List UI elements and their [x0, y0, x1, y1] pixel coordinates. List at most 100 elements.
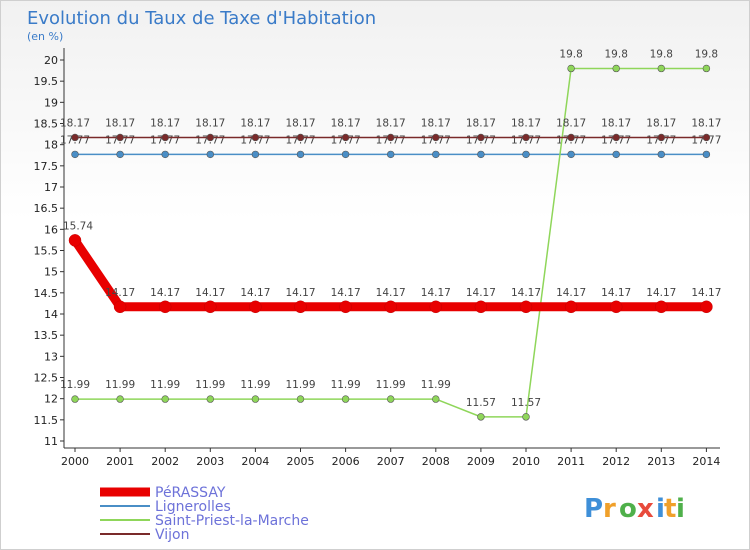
data-label: 19.8	[605, 48, 628, 60]
data-point	[251, 395, 260, 403]
data-point	[206, 150, 215, 159]
y-tick: 19.5	[34, 75, 64, 88]
data-point	[432, 395, 440, 403]
data-point	[387, 133, 395, 142]
data-point	[116, 133, 124, 142]
x-tick-label: 2012	[602, 455, 630, 468]
data-label: 18.17	[376, 117, 406, 129]
data-point	[341, 150, 350, 159]
x-tick: 2005	[287, 448, 315, 468]
data-label: 15.74	[63, 220, 93, 232]
data-point	[161, 150, 169, 159]
y-tick-label: 16.5	[34, 202, 59, 215]
logo-letter: P	[584, 494, 603, 524]
logo-letter: x	[637, 494, 654, 524]
data-point	[474, 300, 488, 314]
legend-item: Vijon	[100, 527, 190, 543]
x-tick: 2008	[422, 448, 450, 468]
data-point	[158, 300, 172, 314]
x-tick: 2011	[557, 448, 585, 468]
data-label: 18.17	[195, 117, 225, 129]
data-point	[204, 300, 217, 314]
logo-letter: t	[664, 494, 676, 524]
x-tick-label: 2007	[377, 455, 405, 468]
data-label: 14.17	[376, 287, 406, 299]
data-label: 14.17	[105, 287, 135, 299]
legend: PéRASSAYLignerollesSaint-Priest-la-March…	[100, 485, 309, 543]
data-point	[251, 150, 260, 159]
data-point	[609, 300, 623, 314]
chart-subtitle: (en %)	[27, 30, 63, 43]
x-tick: 2004	[241, 448, 269, 468]
y-tick-label: 15	[44, 266, 58, 279]
data-label: 18.17	[240, 117, 270, 129]
data-point	[522, 150, 530, 159]
data-label: 14.17	[285, 287, 315, 299]
data-label: 14.17	[511, 287, 541, 299]
x-tick: 2006	[332, 448, 360, 468]
data-label: 14.17	[601, 287, 631, 299]
data-label: 11.99	[285, 379, 315, 391]
data-label: 14.17	[421, 287, 451, 299]
y-tick-label: 15.5	[34, 245, 59, 258]
y-tick-label: 12.5	[34, 372, 59, 385]
data-point	[477, 133, 485, 142]
data-point	[116, 395, 124, 403]
legend-label: Saint-Priest-la-Marche	[155, 513, 309, 529]
axes: 1111.51212.51313.51414.51515.51616.51717…	[34, 48, 720, 468]
data-point	[296, 133, 305, 142]
data-point	[700, 300, 713, 314]
data-label: 11.99	[195, 379, 225, 391]
x-tick: 2012	[602, 448, 630, 468]
data-point	[657, 150, 665, 159]
data-point	[657, 64, 665, 73]
data-label: 11.99	[105, 379, 135, 391]
y-tick-label: 19.5	[34, 75, 59, 88]
y-tick: 12.5	[34, 372, 64, 385]
data-point	[341, 395, 350, 403]
data-point	[339, 300, 352, 314]
data-point	[477, 413, 485, 421]
series-0: 15.74 14.17 14.17 14.17 14.17 14.17 14.17 14.17…	[63, 220, 721, 314]
data-point	[477, 150, 485, 159]
x-tick: 2001	[106, 448, 134, 468]
data-point	[429, 300, 443, 314]
data-label: 18.17	[105, 117, 135, 129]
x-tick-label: 2002	[151, 455, 179, 468]
y-tick: 16	[44, 223, 64, 236]
series-layer: 17.7717.7717.7717.7717.7717.7717.7717.77…	[60, 48, 721, 421]
data-point	[116, 150, 124, 159]
data-point	[564, 300, 578, 314]
data-label: 11.99	[240, 379, 270, 391]
y-tick-label: 18	[44, 139, 58, 152]
y-tick: 17	[44, 181, 64, 194]
data-point	[612, 133, 620, 142]
y-tick-label: 11.5	[34, 414, 59, 427]
data-point	[294, 300, 307, 314]
y-tick: 19	[44, 96, 64, 109]
x-tick: 2013	[647, 448, 675, 468]
data-point	[702, 64, 711, 73]
data-label: 11.99	[60, 379, 90, 391]
y-tick-label: 13.5	[34, 329, 59, 342]
y-tick-label: 18.5	[34, 118, 59, 131]
y-tick-label: 16	[44, 223, 58, 236]
data-point	[251, 133, 260, 142]
data-point	[341, 133, 350, 142]
data-label: 18.17	[150, 117, 180, 129]
x-tick: 2007	[377, 448, 405, 468]
data-label: 14.17	[195, 287, 225, 299]
data-label: 19.8	[559, 48, 582, 60]
y-tick-label: 11	[44, 435, 58, 448]
y-tick: 17.5	[34, 160, 64, 173]
data-point	[161, 395, 169, 403]
legend-item: Saint-Priest-la-Marche	[100, 513, 309, 529]
x-tick-label: 2014	[692, 455, 720, 468]
x-tick: 2002	[151, 448, 179, 468]
x-tick: 2009	[467, 448, 495, 468]
x-tick-label: 2009	[467, 455, 495, 468]
x-tick-label: 2010	[512, 455, 540, 468]
data-label: 14.17	[646, 287, 676, 299]
data-label: 11.57	[511, 397, 541, 409]
